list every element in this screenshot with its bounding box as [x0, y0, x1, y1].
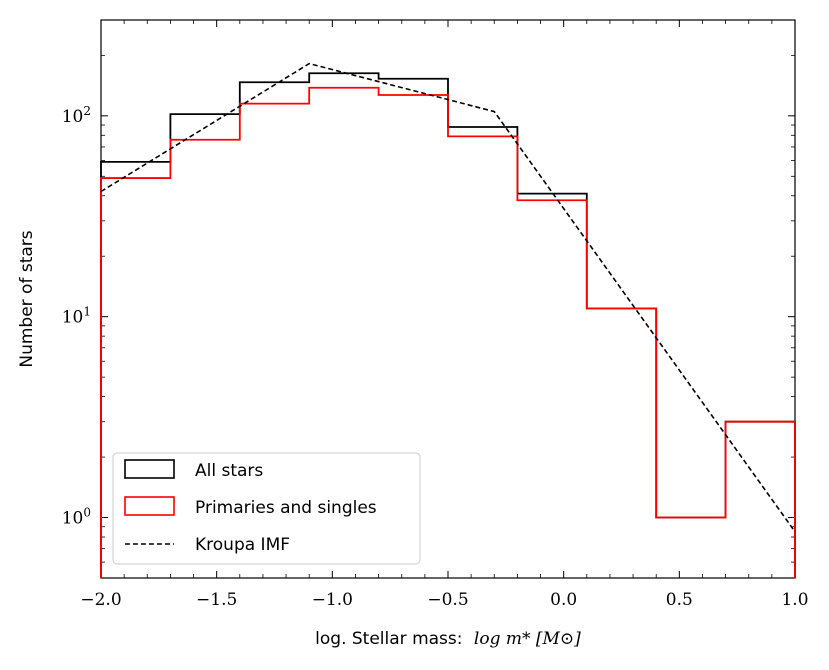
- x-tick-label: 0.0: [550, 590, 577, 610]
- x-tick-label: 1.0: [781, 590, 808, 610]
- plot-series: [100, 62, 796, 578]
- x-tick-label: −1.5: [196, 590, 237, 610]
- y-tick-label: 102: [62, 104, 91, 127]
- y-tick-label-base: 10: [62, 107, 84, 127]
- x-axis-label-text: log. Stellar mass:: [315, 629, 462, 649]
- x-tick-label: −1.0: [312, 590, 353, 610]
- legend: All stars Primaries and singles Kroupa I…: [112, 452, 421, 565]
- series-kroupa-imf-line: [100, 62, 796, 533]
- x-tick-label: −2.0: [80, 590, 121, 610]
- legend-label-kroupa-imf: Kroupa IMF: [195, 535, 290, 555]
- x-tick-labels: −2.0 −1.5 −1.0 −0.5 0.0 0.5 1.0: [80, 590, 808, 610]
- y-tick-label: 100: [62, 506, 91, 529]
- series-primaries-singles-step: [100, 86, 796, 578]
- y-axis-label: Number of stars: [17, 230, 37, 367]
- x-tick-label: 0.5: [666, 590, 693, 610]
- y-tick-label-base: 10: [62, 308, 84, 328]
- legend-box: [112, 452, 421, 565]
- y-tick-label-exponent: 0: [83, 506, 91, 520]
- legend-label-primaries-singles: Primaries and singles: [195, 498, 377, 518]
- y-tick-label: 101: [62, 305, 91, 328]
- legend-swatch-all-stars: [124, 459, 175, 479]
- y-tick-label-exponent: 1: [83, 305, 91, 319]
- x-axis-label: log. Stellar mass: log m* [M⊙]: [315, 629, 581, 649]
- legend-swatch-primaries-singles: [124, 496, 175, 516]
- x-tick-label: −0.5: [427, 590, 468, 610]
- y-tick-label-exponent: 2: [83, 104, 91, 118]
- legend-label-all-stars: All stars: [195, 461, 263, 481]
- x-axis-label-math: log m* [M⊙]: [474, 629, 581, 649]
- y-tick-label-base: 10: [62, 509, 84, 529]
